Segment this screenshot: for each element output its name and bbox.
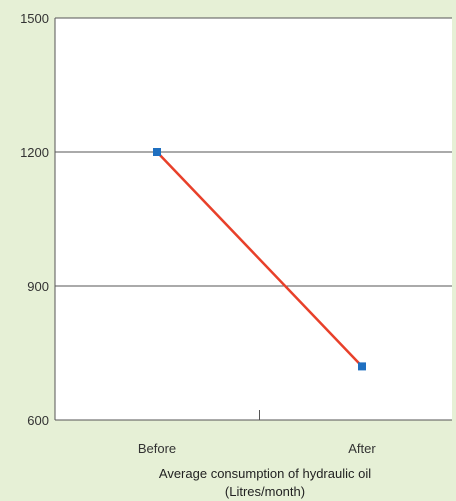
y-tick-label: 900 [27, 279, 49, 294]
y-axis-ticks: 600 900 1200 1500 [20, 11, 49, 428]
x-axis-ticks: Before After [138, 410, 376, 456]
x-axis-title: Average consumption of hydraulic oil [159, 466, 371, 481]
gridlines [54, 17, 452, 421]
series-line [156, 151, 363, 368]
data-point-before [153, 148, 161, 156]
x-tick-label-before: Before [138, 441, 176, 456]
y-tick-label: 1200 [20, 145, 49, 160]
data-point-after [358, 362, 366, 371]
y-tick-label: 1500 [20, 11, 49, 26]
y-tick-label: 600 [27, 413, 49, 428]
x-tick-label-after: After [348, 441, 376, 456]
x-axis-title-unit: (Litres/month) [225, 484, 305, 499]
plot-area [55, 18, 452, 420]
series-layer [153, 148, 366, 371]
